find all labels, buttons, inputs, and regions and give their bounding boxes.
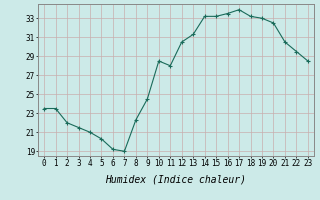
X-axis label: Humidex (Indice chaleur): Humidex (Indice chaleur) (106, 174, 246, 184)
